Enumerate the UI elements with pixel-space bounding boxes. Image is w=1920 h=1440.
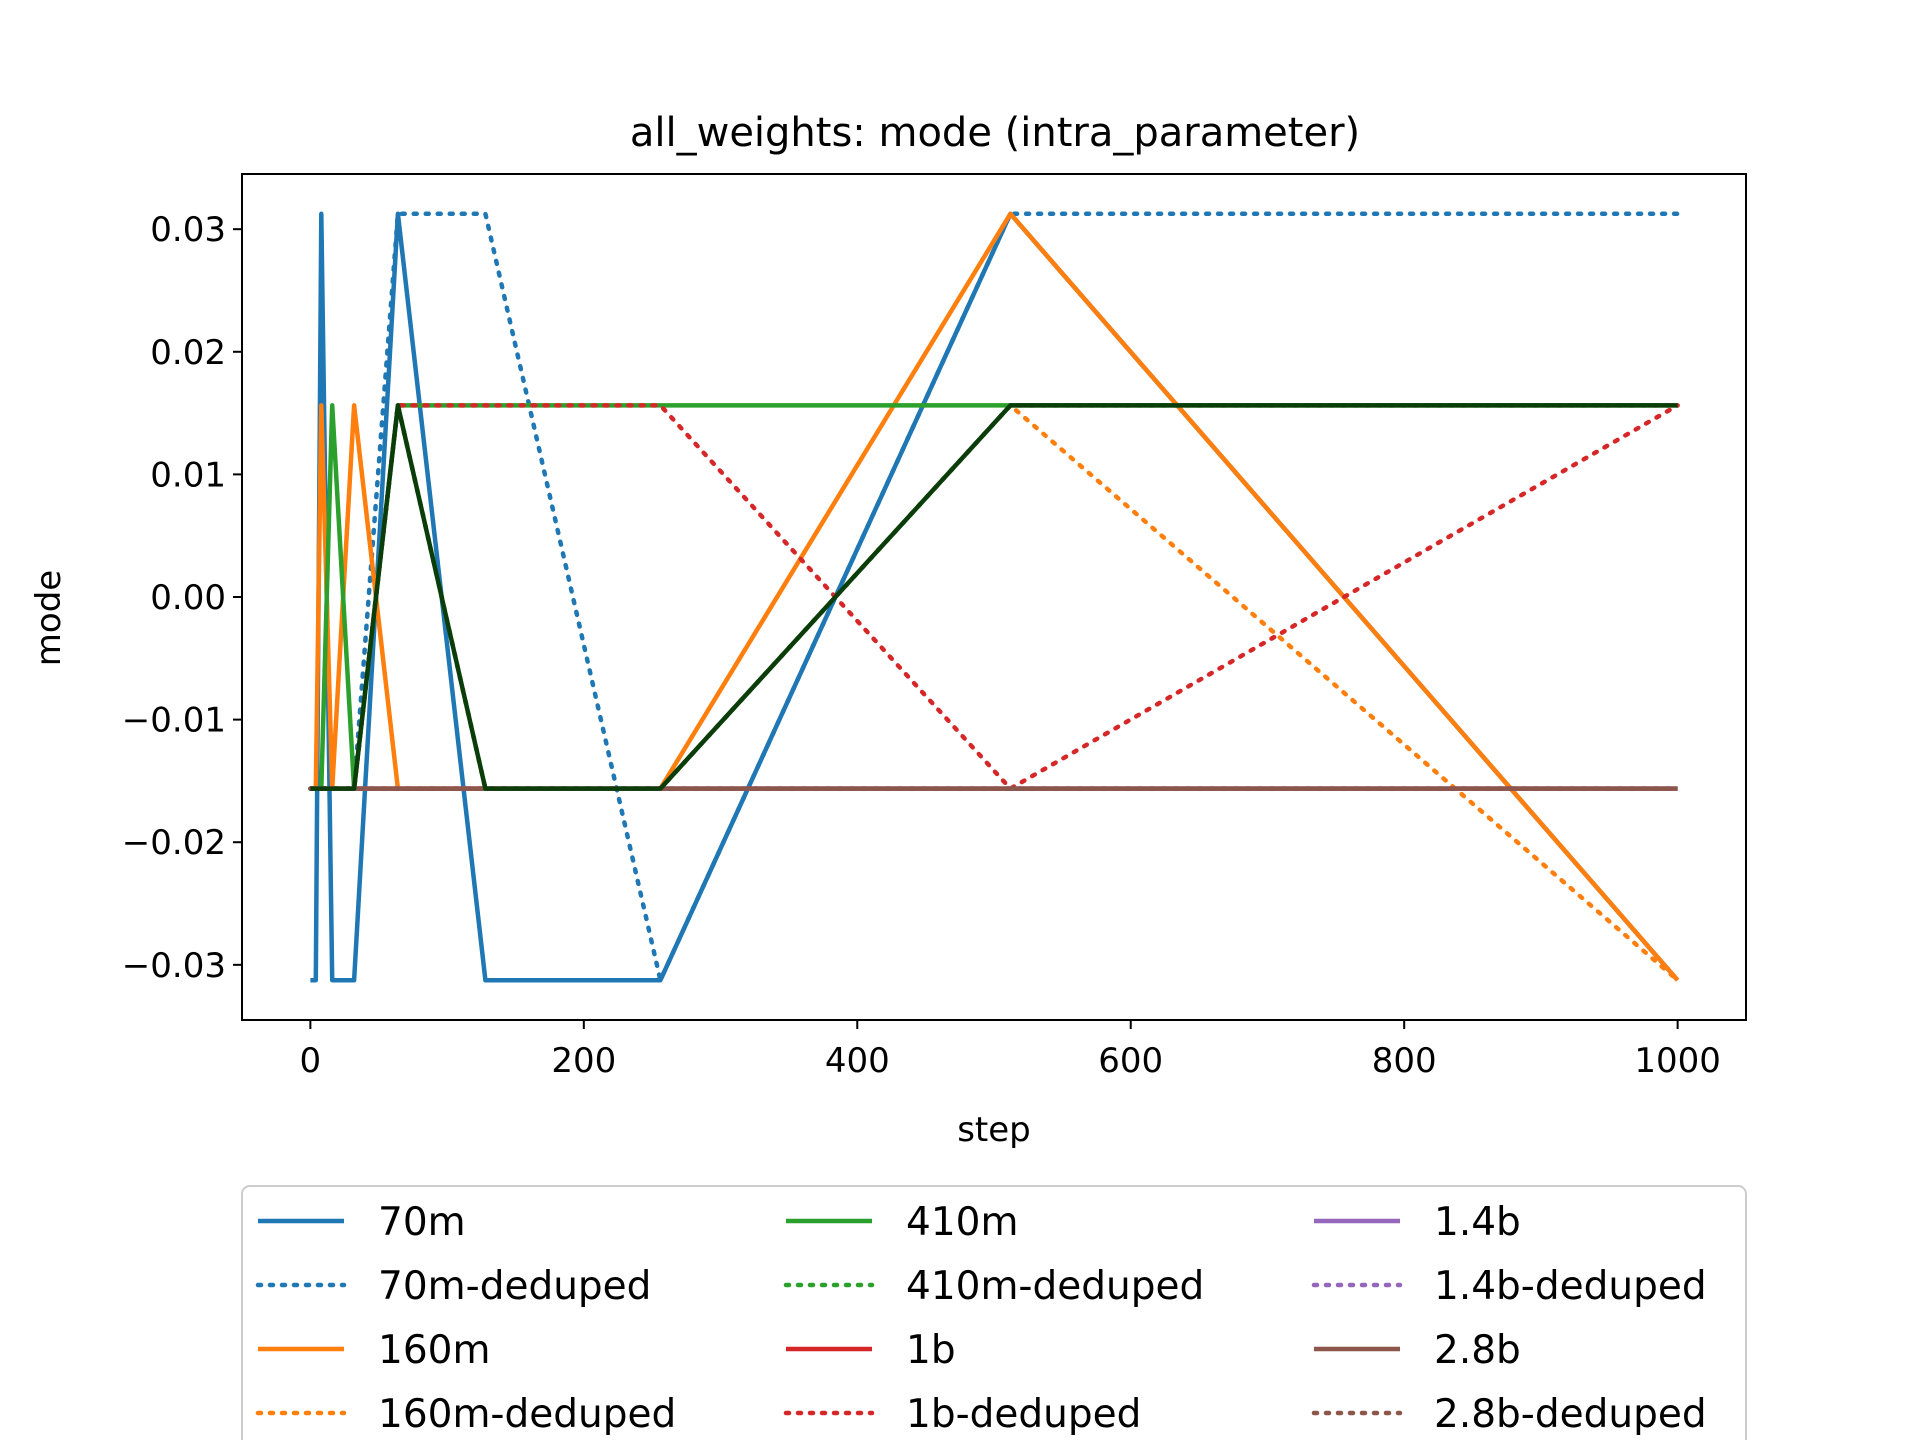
- y-axis-label: mode: [29, 570, 69, 666]
- series-line-7: [308, 403, 1680, 791]
- x-tick-label: 0: [300, 1041, 322, 1081]
- legend-frame: [241, 1185, 1747, 1440]
- legend-label-0: 70m: [378, 1200, 466, 1245]
- y-axis: 0.03 0.02 0.01 0.00 −0.01 −0.02 −0.03: [122, 210, 242, 986]
- y-tick-label: −0.02: [122, 823, 226, 863]
- y-tick-label: 0.01: [150, 455, 226, 495]
- y-tick-label: −0.03: [122, 946, 226, 986]
- series-line-2: [309, 211, 1680, 982]
- legend-label-11: 2.8b-deduped: [1434, 1392, 1707, 1437]
- legend-label-2: 160m: [378, 1328, 490, 1373]
- y-tick-label: 0.00: [150, 578, 226, 618]
- x-tick-label: 600: [1098, 1041, 1163, 1081]
- legend-label-4: 410m: [906, 1200, 1018, 1245]
- series-line-3: [308, 403, 1680, 983]
- x-tick-label: 200: [551, 1041, 616, 1081]
- chart-title: all_weights: mode (intra_parameter): [630, 110, 1360, 156]
- legend-label-10: 2.8b: [1434, 1328, 1521, 1373]
- y-tick-label: 0.03: [150, 210, 226, 250]
- x-axis-label: step: [957, 1110, 1031, 1150]
- series-line-5: [308, 403, 1680, 791]
- legend-label-9: 1.4b-deduped: [1434, 1264, 1707, 1309]
- legend-label-6: 1b: [906, 1328, 956, 1373]
- series-line-4: [309, 403, 1678, 791]
- x-axis: 0 200 400 600 800 1000: [300, 1020, 1721, 1081]
- legend-label-1: 70m-deduped: [378, 1264, 651, 1309]
- series-layer: [308, 211, 1680, 983]
- y-tick-label: −0.01: [122, 701, 226, 741]
- legend-label-8: 1.4b: [1434, 1200, 1521, 1245]
- y-tick-label: 0.02: [150, 333, 226, 373]
- legend-label-5: 410m-deduped: [906, 1264, 1204, 1309]
- legend-label-7: 1b-deduped: [906, 1392, 1141, 1437]
- series-line-0: [309, 211, 1680, 983]
- legend: 70m 70m-deduped 160m 160m-deduped 410m 410m-d…: [241, 1185, 1747, 1440]
- x-tick-label: 1000: [1634, 1041, 1721, 1081]
- series-line-12: [309, 403, 1678, 791]
- legend-label-3: 160m-deduped: [378, 1392, 676, 1437]
- x-tick-label: 400: [825, 1041, 890, 1081]
- plot-area-frame: [241, 173, 1747, 1021]
- series-line-1: [308, 211, 1680, 983]
- x-tick-label: 800: [1372, 1041, 1437, 1081]
